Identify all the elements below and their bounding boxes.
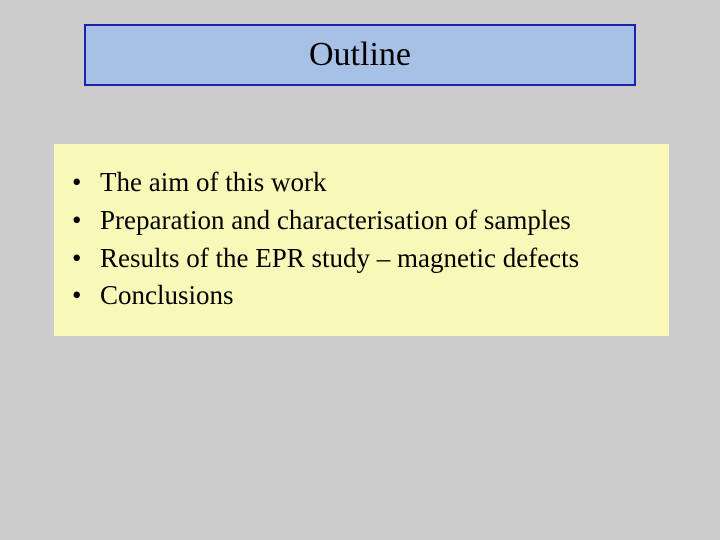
content-box: • The aim of this work • Preparation and…	[54, 144, 669, 336]
bullet-marker: •	[72, 240, 100, 278]
bullet-text: Preparation and characterisation of samp…	[100, 202, 651, 240]
bullet-text: Results of the EPR study – magnetic defe…	[100, 240, 651, 278]
bullet-list: • The aim of this work • Preparation and…	[72, 164, 651, 315]
bullet-marker: •	[72, 202, 100, 240]
title-box: Outline	[84, 24, 636, 86]
bullet-marker: •	[72, 277, 100, 315]
bullet-marker: •	[72, 164, 100, 202]
list-item: • Results of the EPR study – magnetic de…	[72, 240, 651, 278]
list-item: • The aim of this work	[72, 164, 651, 202]
list-item: • Preparation and characterisation of sa…	[72, 202, 651, 240]
bullet-text: The aim of this work	[100, 164, 651, 202]
list-item: • Conclusions	[72, 277, 651, 315]
bullet-text: Conclusions	[100, 277, 651, 315]
slide-title: Outline	[309, 36, 411, 74]
